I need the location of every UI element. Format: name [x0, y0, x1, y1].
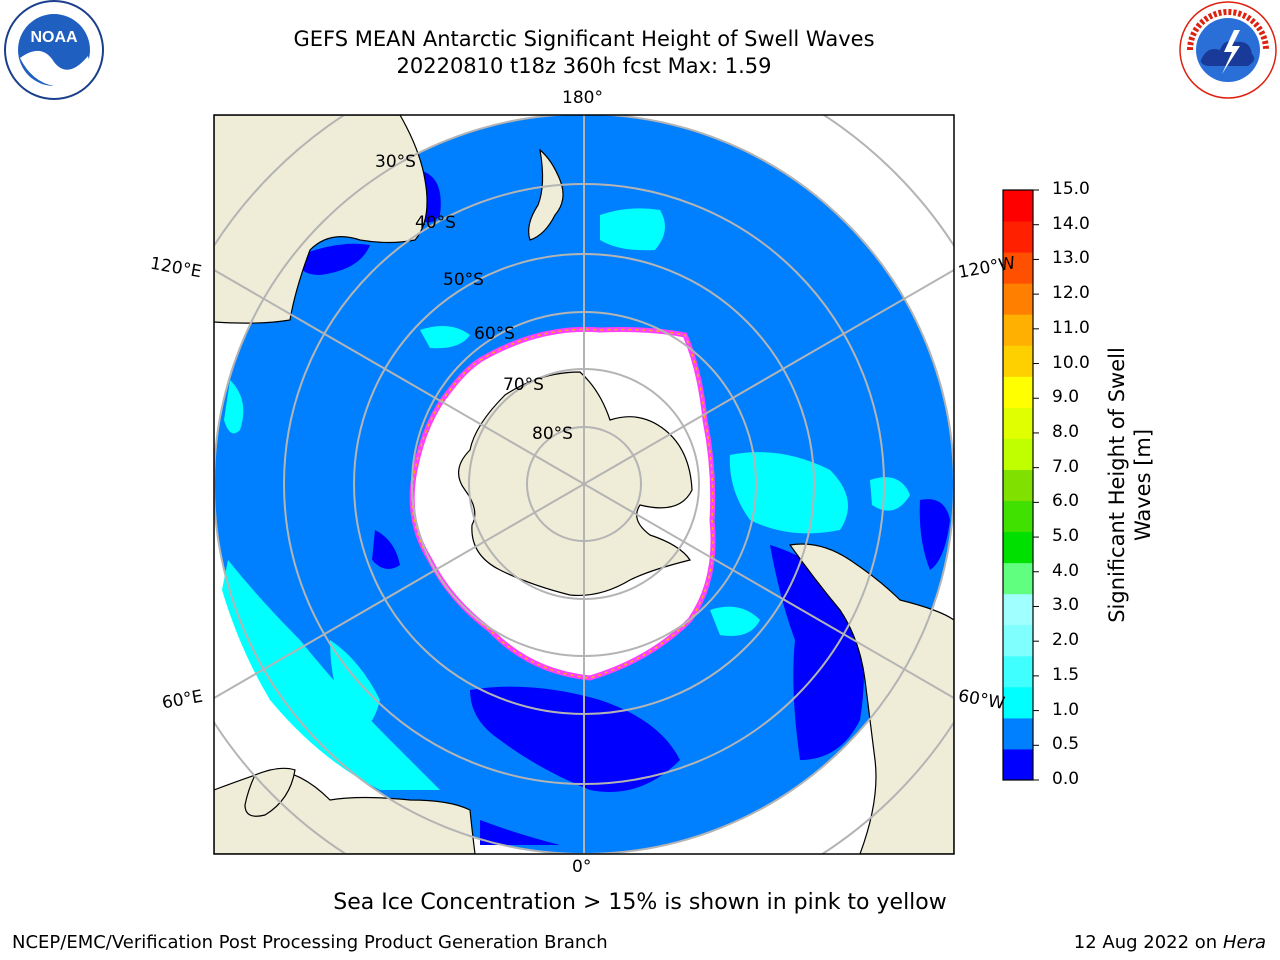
colorbar-tick-label: 1.0: [1052, 699, 1080, 720]
colorbar-swatch: [1003, 531, 1033, 564]
colorbar-swatch: [1003, 686, 1033, 719]
lat-label-80s: 80°S: [532, 424, 573, 444]
colorbar-tick-label: 1.5: [1052, 664, 1080, 685]
new-zealand-land: [528, 148, 564, 241]
nws-logo: [1179, 1, 1277, 99]
colorbar-label-line2: Waves [m]: [1131, 428, 1155, 542]
colorbar-tick-label: 0.0: [1052, 769, 1080, 789]
colorbar: [1002, 189, 1039, 781]
australia-land: [214, 115, 428, 324]
sea-ice-caption: Sea Ice Concentration > 15% is shown in …: [333, 890, 947, 915]
footer-machine: Hera: [1222, 932, 1266, 953]
noaa-logo-text: NOAA: [30, 29, 78, 46]
colorbar-frame: [1002, 189, 1034, 781]
colorbar-swatch: [1003, 376, 1033, 408]
colorbar-tick-label: 3.0: [1052, 595, 1080, 616]
chart-subtitle: 20220810 t18z 360h fcst Max: 1.59: [396, 54, 772, 78]
colorbar-tick-label: 9.0: [1052, 387, 1080, 408]
colorbar-swatch: [1003, 407, 1033, 439]
colorbar-tick-label: 4.0: [1052, 560, 1080, 581]
colorbar-swatch: [1003, 593, 1033, 626]
colorbar-tick-label: 5.0: [1052, 526, 1080, 547]
colorbar-tick-label: 11.0: [1052, 317, 1090, 338]
colorbar-swatch: [1003, 469, 1033, 502]
colorbar-tick-label: 12.0: [1052, 283, 1090, 304]
colorbar-swatch: [1003, 252, 1033, 284]
colorbar-swatch: [1003, 345, 1033, 377]
colorbar-tick-label: 13.0: [1052, 248, 1090, 269]
lon-label-0: 0°: [572, 857, 592, 877]
colorbar-swatch: [1003, 283, 1033, 315]
colorbar-swatch: [1003, 624, 1033, 657]
lat-label-30s: 30°S: [375, 152, 416, 172]
colorbar-swatch: [1003, 500, 1033, 533]
noaa-logo: NOAA: [4, 0, 104, 100]
chart-title: GEFS MEAN Antarctic Significant Height o…: [293, 27, 875, 51]
colorbar-swatch: [1003, 655, 1033, 688]
colorbar-swatch: [1003, 221, 1033, 253]
colorbar-swatch: [1003, 438, 1033, 470]
lat-label-70s: 70°S: [503, 375, 544, 395]
colorbar-tick-label: 6.0: [1052, 491, 1080, 512]
colorbar-tick-label: 0.5: [1052, 734, 1080, 755]
colorbar-tick-label: 2.0: [1052, 630, 1080, 651]
footer-branch: NCEP/EMC/Verification Post Processing Pr…: [12, 932, 608, 953]
colorbar-swatch: [1003, 190, 1033, 222]
colorbar-tick-label: 14.0: [1052, 213, 1090, 234]
lat-label-60s: 60°S: [474, 324, 515, 344]
footer-date-text: 12 Aug 2022 on: [1073, 932, 1218, 953]
colorbar-tick-label: 7.0: [1052, 456, 1080, 477]
colorbar-swatch: [1003, 717, 1033, 750]
colorbar-label-line1: Significant Height of Swell: [1105, 347, 1129, 623]
graticule: [214, 115, 954, 854]
lat-label-40s: 40°S: [415, 213, 456, 233]
colorbar-tick-label: 15.0: [1052, 179, 1090, 199]
lat-label-50s: 50°S: [443, 270, 484, 290]
colorbar-tick-label: 8.0: [1052, 421, 1080, 442]
footer-date: 12 Aug 2022 on Hera: [1074, 932, 1266, 953]
map-frame: [213, 114, 955, 855]
antarctica-land: [458, 371, 693, 597]
colorbar-swatch: [1003, 562, 1033, 595]
colorbar-tick-label: 10.0: [1052, 352, 1090, 373]
colorbar-swatch: [1003, 314, 1033, 346]
colorbar-swatch: [1003, 748, 1033, 781]
lon-label-180: 180°: [562, 88, 603, 108]
